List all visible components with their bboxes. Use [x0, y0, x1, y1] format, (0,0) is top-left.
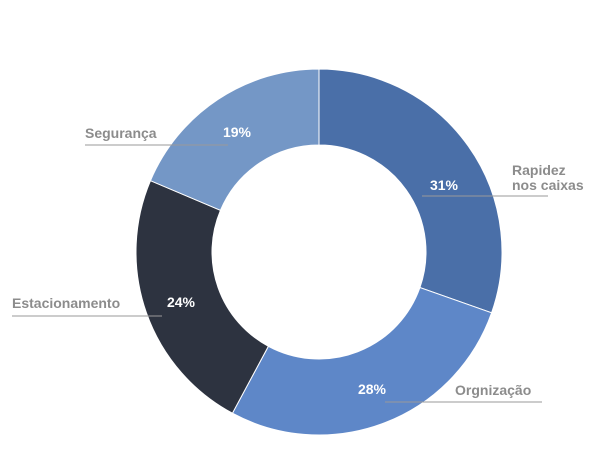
- percent-label-estacionamento: 24%: [167, 294, 196, 310]
- percent-label-rapidez-nos-caixas: 31%: [430, 177, 459, 193]
- slice-rapidez-nos-caixas: [318, 68, 503, 314]
- percent-label-orgnizacao: 28%: [358, 381, 387, 397]
- category-label-rapidez-nos-caixas-line-2: nos caixas: [512, 177, 584, 193]
- slice-seguranca: [149, 68, 320, 211]
- category-label-orgnizacao: Orgnização: [455, 382, 531, 398]
- percent-labels: 31% 28% 24% 19%: [167, 124, 459, 397]
- category-label-seguranca: Segurança: [85, 125, 157, 141]
- percent-label-seguranca: 19%: [223, 124, 252, 140]
- category-label-rapidez-nos-caixas-line-1: Rapidez: [512, 162, 566, 178]
- slice-orgnizacao: [231, 286, 493, 436]
- category-label-estacionamento: Estacionamento: [12, 295, 120, 311]
- slice-estacionamento: [135, 180, 270, 414]
- leader-lines: [12, 144, 548, 403]
- donut-hole: [212, 145, 426, 359]
- slices: [135, 68, 503, 436]
